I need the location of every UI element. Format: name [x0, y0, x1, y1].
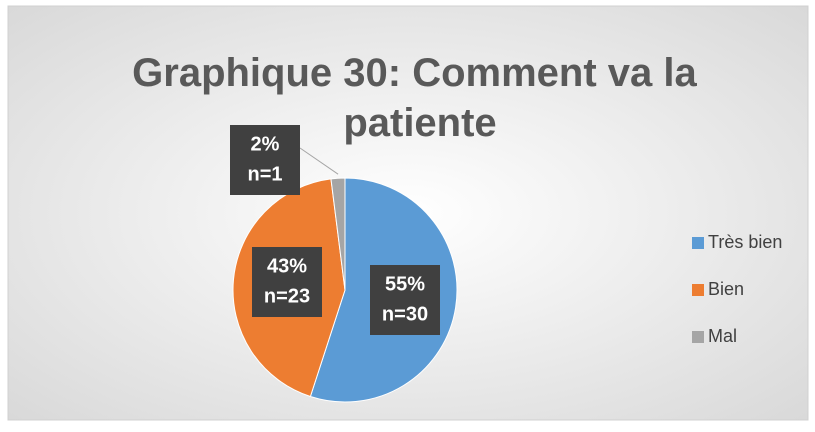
data-label-box	[370, 265, 440, 335]
legend-label: Très bien	[708, 232, 782, 252]
pie-slice	[330, 177, 346, 291]
data-label: 43%	[267, 255, 307, 277]
data-label: n=1	[247, 163, 282, 185]
leader-line	[299, 147, 339, 175]
data-label: 2%	[251, 133, 280, 155]
chart-title: Graphique 30: Comment va la patiente	[132, 51, 708, 145]
legend-swatch	[692, 284, 704, 296]
data-label: n=30	[382, 303, 428, 325]
legend-label: Bien	[708, 279, 744, 299]
legend-swatch	[692, 237, 704, 249]
data-label: 55%	[385, 273, 425, 295]
legend-label: Mal	[708, 326, 737, 346]
data-label-box	[230, 125, 300, 195]
legend-swatch	[692, 331, 704, 343]
data-label: n=23	[264, 285, 310, 307]
data-label-box	[252, 247, 322, 317]
